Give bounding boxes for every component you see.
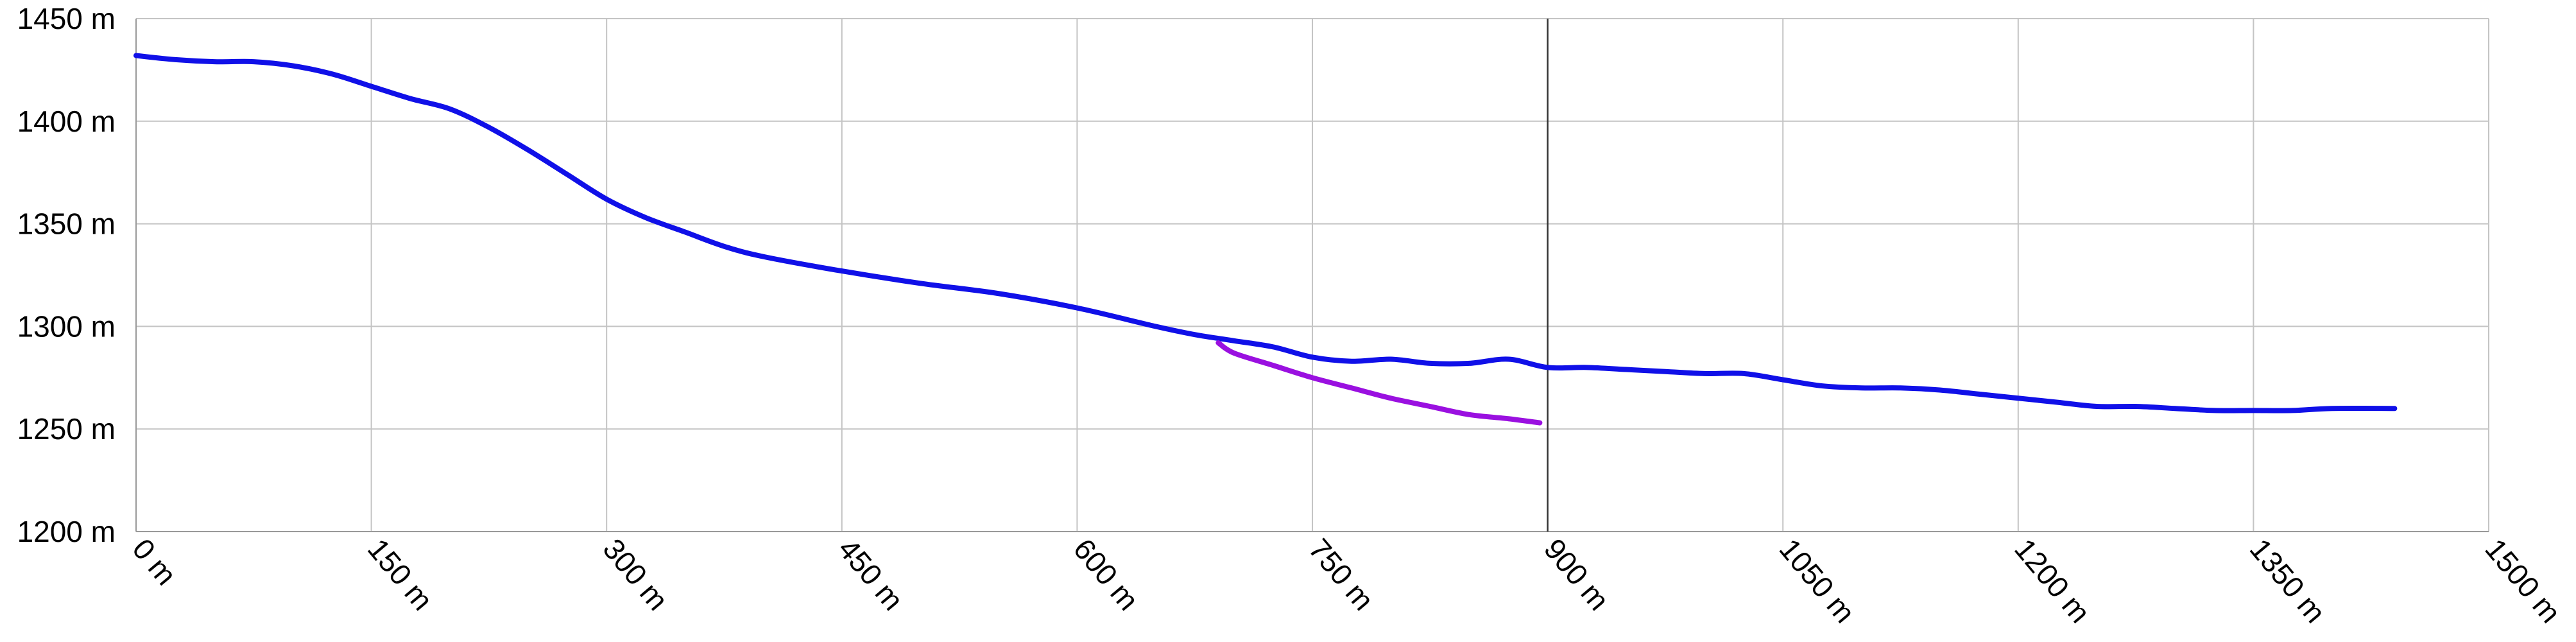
x-tick-label: 450 m	[832, 532, 910, 616]
y-tick-label: 1400 m	[17, 105, 116, 138]
x-tick-label: 900 m	[1538, 532, 1616, 616]
x-tick-label: 150 m	[361, 532, 440, 616]
y-tick-label: 1350 m	[17, 207, 116, 241]
x-tick-label: 600 m	[1067, 532, 1146, 616]
y-tick-label: 1250 m	[17, 412, 116, 446]
x-tick-labels: 0 m 150 m 300 m 450 m 600 m 750 m 900 m 1050 m 1…	[126, 532, 2567, 629]
series-layer	[133, 53, 2398, 426]
x-tick-label: 300 m	[597, 532, 675, 616]
y-tick-labels: 1200 m 1250 m 1300 m 1350 m 1400 m 1450 m	[17, 2, 116, 548]
y-tick-label: 1450 m	[17, 2, 116, 35]
x-tick-label: 1050 m	[1773, 532, 1862, 629]
series-line-2	[1215, 340, 1543, 426]
x-tick-label: 1200 m	[2008, 532, 2097, 629]
x-tick-label: 0 m	[126, 532, 183, 591]
grid	[135, 18, 2489, 532]
x-tick-label: 750 m	[1302, 532, 1380, 616]
series-line-1	[133, 53, 2398, 413]
x-tick-label: 1500 m	[2478, 532, 2567, 629]
y-tick-label: 1300 m	[17, 309, 116, 343]
y-tick-label: 1200 m	[17, 515, 116, 548]
x-tick-label: 1350 m	[2244, 532, 2332, 629]
